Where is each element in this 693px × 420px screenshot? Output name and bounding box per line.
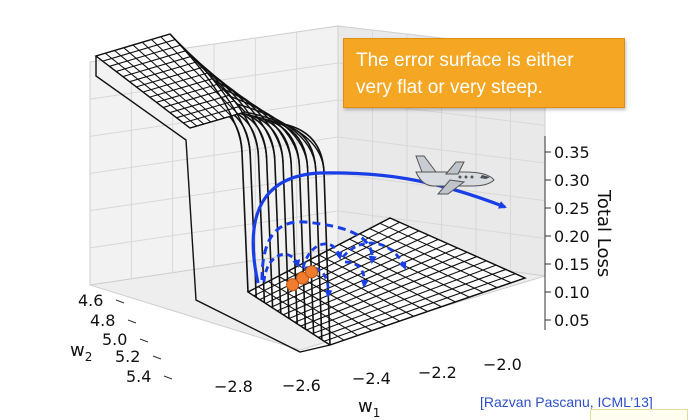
airplane-icon (415, 155, 495, 195)
loss-surface (94, 33, 527, 353)
y-tick-mark (139, 338, 149, 343)
trajectory-drop-2 (344, 260, 369, 288)
descent-point (305, 265, 319, 279)
z-tick-label: 0.20 (554, 227, 590, 246)
z-tick-label: 0.10 (554, 283, 590, 302)
descent-point (286, 278, 300, 292)
y-tick-mark (127, 319, 137, 324)
z-tick-label: 0.30 (554, 171, 590, 190)
y-axis: 4.64.85.05.25.4 (78, 291, 173, 386)
trajectory-hop-1 (262, 253, 301, 283)
z-axis-label: Total Loss (593, 189, 614, 277)
y-tick-label: 5.4 (126, 367, 151, 386)
z-tick-label: 0.05 (554, 311, 590, 330)
x-tick-label: −2.2 (418, 363, 457, 382)
citation: [Razvan Pascanu, ICML’13] (480, 394, 653, 410)
z-tick-label: 0.25 (554, 199, 590, 218)
x-tick-label: −2.6 (282, 376, 321, 395)
citation-underline-box (590, 409, 688, 420)
descent-point (296, 271, 310, 285)
y-tick-mark (163, 375, 173, 380)
y-tick-label: 5.2 (115, 347, 140, 366)
y-tick-label: 5.0 (102, 330, 127, 349)
x-axis-label: w1 (358, 396, 380, 418)
x-tick-label: −2.4 (352, 369, 391, 388)
descent-points (286, 265, 319, 292)
y-tick-mark (115, 299, 125, 304)
y-axis-label: w2 (70, 340, 92, 364)
z-tick-label: 0.15 (554, 255, 590, 274)
trajectory-dashed-arc (260, 220, 377, 281)
y-tick-label: 4.8 (90, 311, 115, 330)
z-axis: 0.35 0.30 0.25 0.20 0.15 0.10 0.05 (544, 136, 590, 330)
annotation-callout: The error surface is either very flat or… (343, 38, 625, 108)
y-tick-label: 4.6 (78, 291, 103, 310)
x-tick-label: −2.0 (483, 355, 522, 374)
x-axis: −2.8 −2.6 −2.4 −2.2 −2.0 (214, 355, 522, 396)
z-tick-label: 0.35 (554, 143, 590, 162)
y-tick-mark (152, 355, 162, 360)
x-tick-label: −2.8 (214, 377, 253, 396)
trajectory-hop-2 (301, 242, 343, 269)
